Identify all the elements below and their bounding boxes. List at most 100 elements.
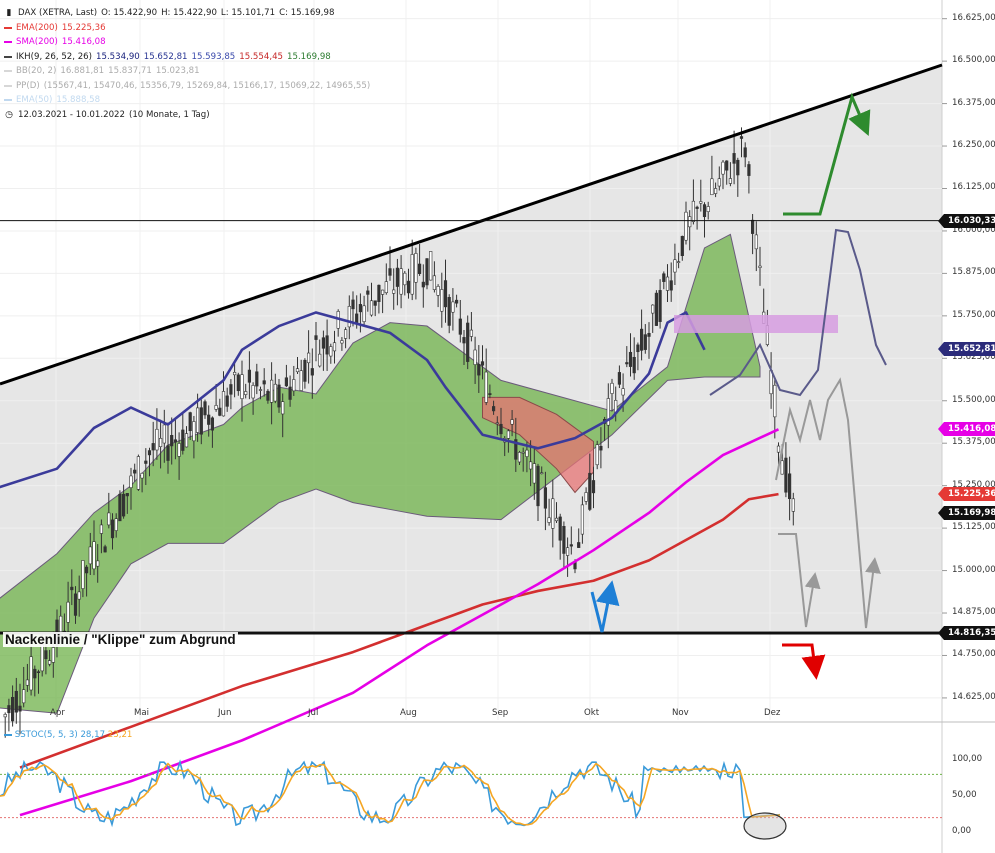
green-arrow: [783, 92, 871, 216]
candle-body: [188, 412, 192, 432]
sma200-swatch: [4, 41, 12, 44]
candle-body: [273, 383, 277, 402]
price-badge: 16.030,33: [937, 213, 995, 228]
legend-sma200[interactable]: SMA(200) 15.416,08: [4, 35, 370, 50]
gray-projection-1: [778, 533, 821, 628]
candle-body: [140, 472, 144, 479]
candle-body: [621, 388, 625, 396]
blue-arrow: [590, 580, 620, 633]
y-tick-label: 16.000,00: [952, 224, 995, 235]
candle-body: [199, 407, 203, 435]
candle-body: [269, 379, 274, 403]
candle-body: [303, 359, 307, 382]
candle-body: [399, 268, 403, 295]
candle-body: [491, 406, 496, 412]
candle-body: [369, 300, 374, 316]
candle-body: [588, 472, 592, 510]
legend-pp[interactable]: PP(D) (15567,41, 15470,46, 15356,79, 152…: [4, 79, 370, 94]
x-month-label: Dez: [764, 708, 781, 718]
candle-body: [454, 299, 459, 304]
candle-body: [695, 206, 699, 209]
ema200-swatch: [4, 26, 12, 29]
candle-body: [88, 546, 92, 565]
candle-body: [429, 251, 433, 281]
candle-body: [625, 362, 629, 365]
candle-body: [155, 428, 159, 451]
candle-body: [284, 377, 289, 387]
candle-body: [218, 407, 222, 416]
legend-ema200[interactable]: EMA(200) 15.225,36: [4, 21, 370, 36]
stoch-tick-label: 0,00: [952, 826, 972, 836]
candle-body: [462, 337, 466, 344]
candle-body: [162, 424, 166, 444]
resistance-trendline: [0, 63, 943, 386]
candle-body: [791, 498, 795, 512]
candle-body: [281, 401, 285, 415]
stoch-legend[interactable]: SSTOC(5, 5, 3) 28,17 23,21: [4, 730, 132, 740]
candle-body: [29, 656, 33, 691]
candle-body: [147, 450, 152, 456]
candle-body: [110, 519, 115, 539]
candle-body: [240, 374, 244, 399]
candle-body: [758, 265, 762, 268]
candle-body: [551, 498, 555, 529]
candle-body: [114, 518, 118, 531]
x-month-label: Apr: [50, 708, 65, 718]
x-month-label: Sep: [492, 708, 509, 718]
candle-body: [536, 465, 540, 507]
candle-body: [447, 297, 451, 326]
candle-body: [473, 349, 477, 365]
candle-body: [129, 475, 133, 488]
candle-body: [591, 480, 596, 494]
candle-body: [669, 280, 673, 291]
candle-body: [525, 449, 529, 457]
candle-body: [343, 329, 348, 339]
ema200-line: [19, 492, 779, 769]
candle-body: [221, 391, 226, 417]
candle-body: [754, 234, 758, 250]
candle-body: [484, 371, 488, 403]
candle-body: [159, 438, 163, 448]
legend-ema50[interactable]: EMA(50) 15.888,58: [4, 93, 370, 108]
y-tick-label: 15.375,00: [952, 437, 995, 448]
legend-bb[interactable]: BB(20, 2) 16.881,81 15.837,71 15.023,81: [4, 64, 370, 79]
candle-body: [184, 433, 189, 448]
y-tick-label: 15.750,00: [952, 309, 995, 320]
candle-body: [207, 414, 211, 425]
candle-body: [673, 259, 677, 273]
candle-body: [432, 275, 437, 290]
candle-body: [392, 289, 396, 294]
candle-body: [562, 526, 566, 554]
candle-body: [314, 335, 318, 340]
bb-swatch: [4, 70, 12, 73]
ikh-swatch: [4, 55, 12, 58]
y-tick-label: 16.625,00: [952, 12, 995, 23]
x-month-label: Jul: [308, 708, 319, 718]
candle-body: [665, 276, 670, 291]
candle-body: [340, 340, 344, 344]
candle-body: [255, 371, 259, 387]
candle-body: [414, 253, 418, 283]
candle-body: [7, 705, 11, 714]
candle-body: [355, 313, 359, 323]
candle-body: [747, 164, 751, 176]
candle-body: [780, 460, 784, 475]
candle-body: [577, 542, 581, 548]
candle-body: [521, 451, 525, 454]
target-zone-box: [674, 315, 838, 333]
candle-body: [373, 300, 377, 306]
candle-body: [558, 516, 562, 541]
candle-body: [506, 430, 511, 439]
legend-ikh[interactable]: IKH(9, 26, 52, 26) 15.534,90 15.652,81 1…: [4, 50, 370, 65]
candle-body: [107, 512, 111, 526]
y-tick-label: 16.125,00: [952, 182, 995, 193]
candle-body: [177, 443, 181, 457]
candle-body: [787, 473, 792, 500]
candlestick-icon: ▮: [6, 8, 12, 18]
candle-body: [440, 289, 444, 312]
candle-body: [380, 289, 385, 295]
candle-body: [595, 444, 599, 466]
candle-body: [469, 329, 474, 337]
candle-body: [436, 286, 440, 296]
y-tick-label: 15.125,00: [952, 522, 995, 533]
